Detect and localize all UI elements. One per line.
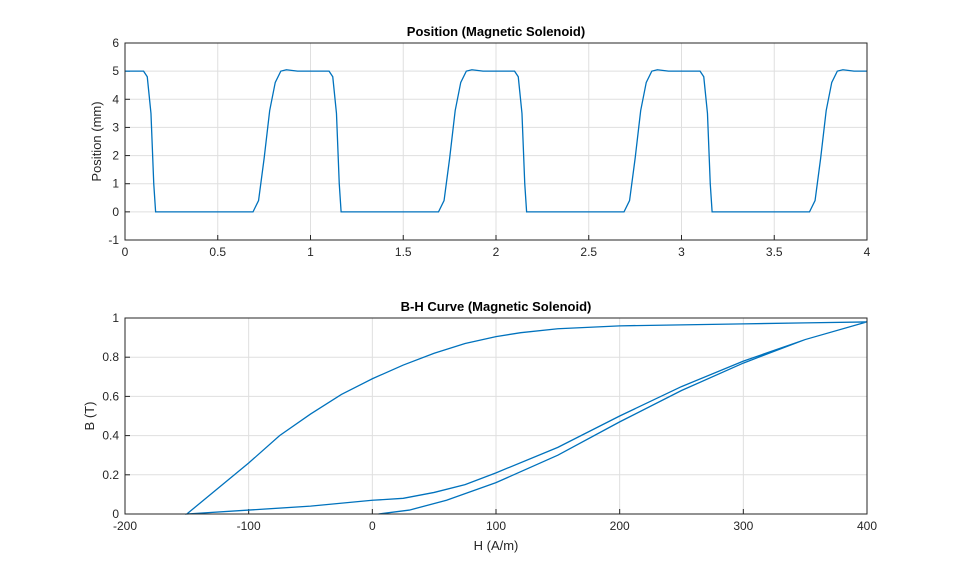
x-tick-label: 0.5	[209, 245, 226, 259]
x-tick-label: 400	[857, 519, 877, 533]
data-line	[125, 69, 867, 213]
x-tick-label: 100	[486, 519, 506, 533]
y-tick-label: 0.8	[102, 350, 119, 364]
x-tick-label: 3	[678, 245, 685, 259]
y-tick-label: 0.2	[102, 468, 119, 482]
y-axis-label: B (T)	[82, 402, 97, 431]
chart-title: Position (Magnetic Solenoid)	[407, 24, 585, 39]
x-tick-label: 1.5	[395, 245, 412, 259]
y-tick-label: 0	[112, 507, 119, 521]
y-tick-label: 6	[112, 36, 119, 50]
chart-title: B-H Curve (Magnetic Solenoid)	[401, 299, 592, 314]
y-tick-label: 3	[112, 120, 119, 134]
y-tick-label: 0.4	[102, 429, 119, 443]
x-tick-label: 2.5	[580, 245, 597, 259]
y-tick-label: 0.6	[102, 389, 119, 403]
axes-box	[124, 317, 868, 515]
y-tick-label: 0	[112, 205, 119, 219]
x-tick-label: 300	[733, 519, 753, 533]
data-line	[184, 321, 868, 515]
y-tick-label: 1	[112, 311, 119, 325]
y-tick-label: -1	[108, 233, 119, 247]
y-tick-label: 1	[112, 177, 119, 191]
y-tick-label: 2	[112, 149, 119, 163]
x-tick-label: 0	[122, 245, 129, 259]
x-tick-label: 4	[864, 245, 871, 259]
x-tick-label: 1	[307, 245, 314, 259]
x-tick-label: 200	[610, 519, 630, 533]
x-tick-label: 3.5	[766, 245, 783, 259]
x-tick-label: 2	[493, 245, 500, 259]
y-tick-label: 5	[112, 64, 119, 78]
x-tick-label: -100	[237, 519, 261, 533]
axes-box	[124, 42, 868, 241]
x-tick-label: 0	[369, 519, 376, 533]
x-axis-label: H (A/m)	[474, 538, 519, 553]
y-tick-label: 4	[112, 92, 119, 106]
x-tick-label: -200	[113, 519, 137, 533]
y-axis-label: Position (mm)	[89, 101, 104, 181]
